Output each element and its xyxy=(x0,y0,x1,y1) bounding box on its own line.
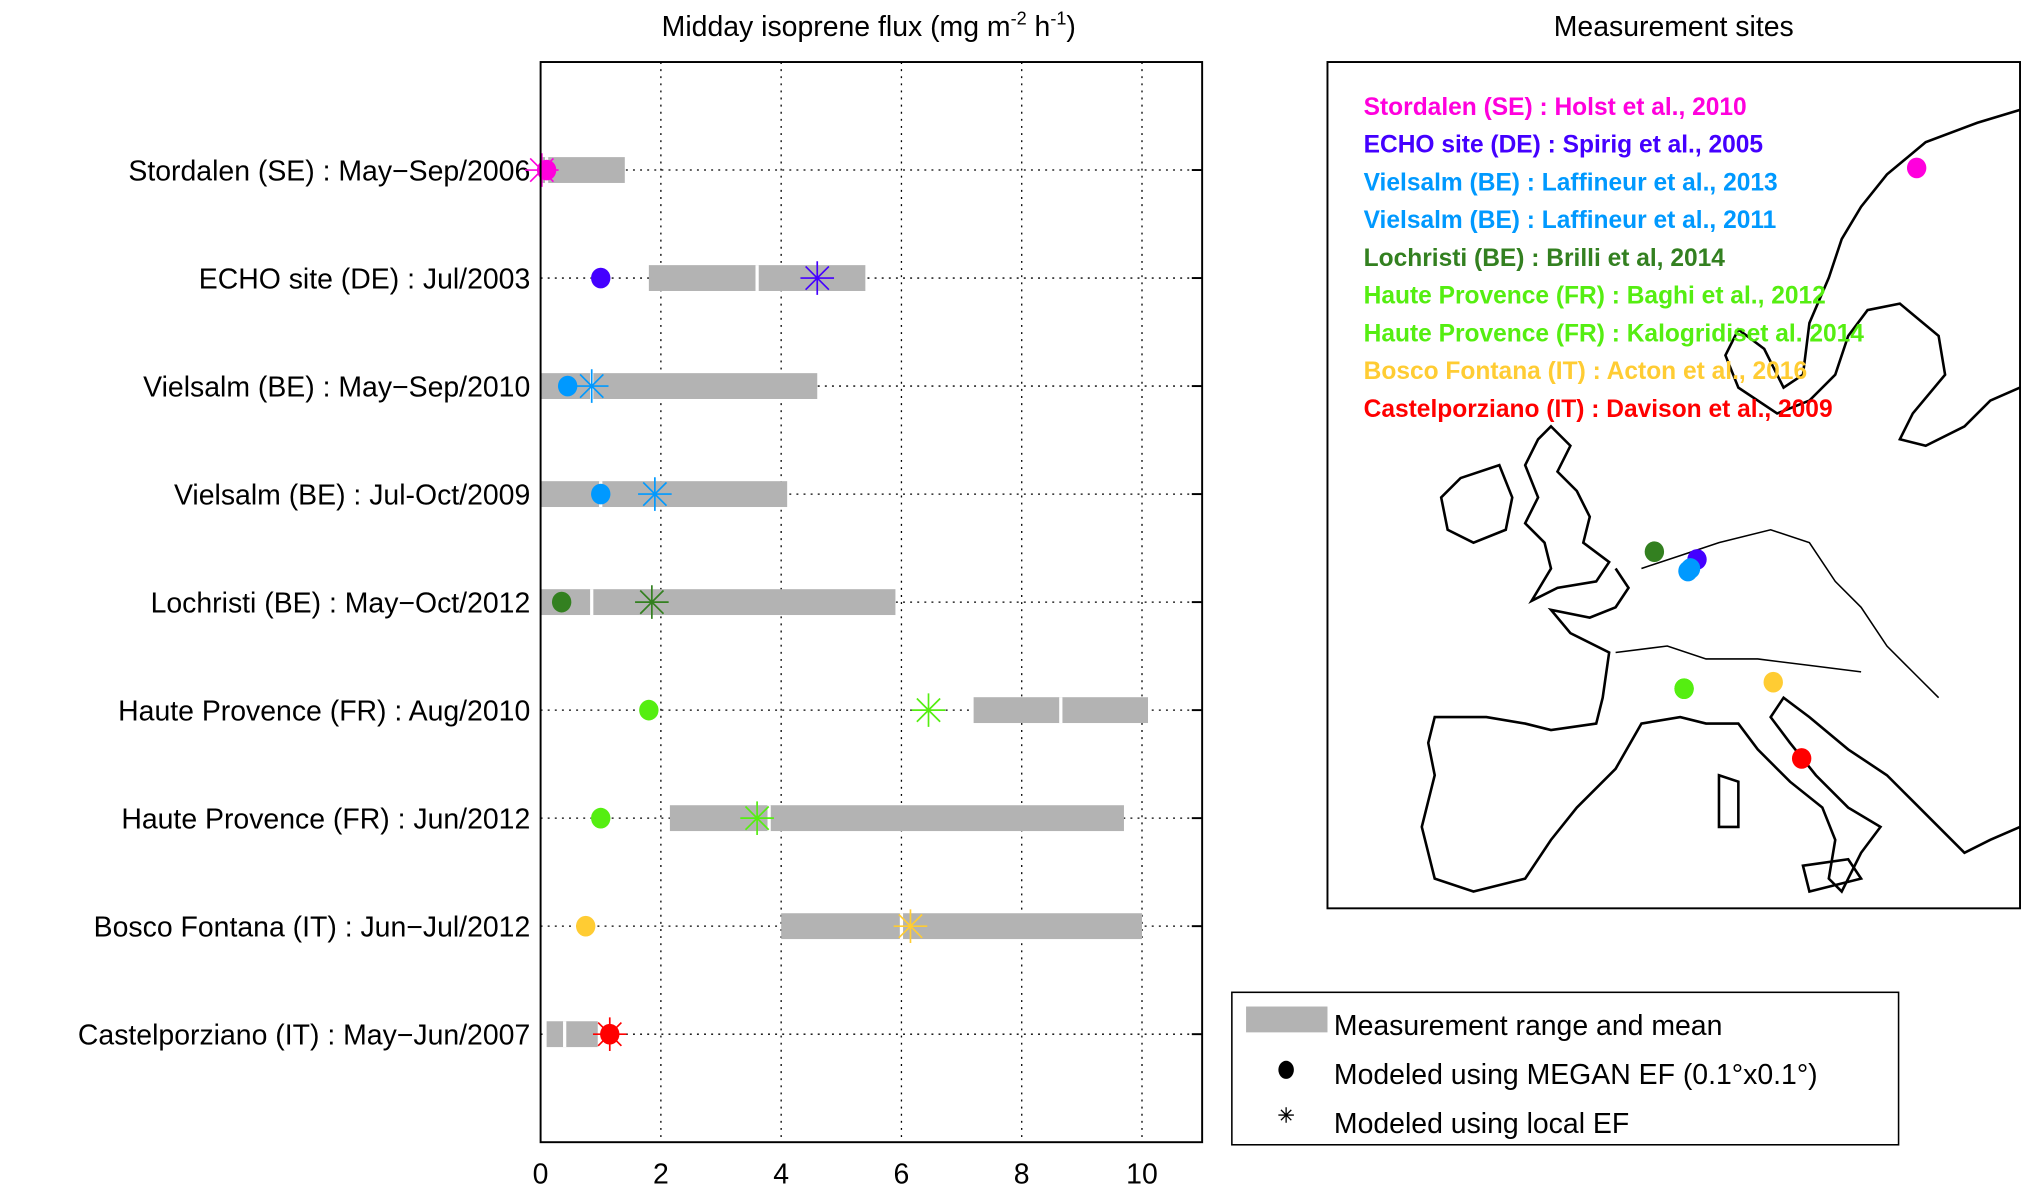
megan-ef-point xyxy=(551,591,572,613)
map-legend-entry: Bosco Fontana (IT) : Acton et al., 2016 xyxy=(1364,358,1807,385)
site-marker xyxy=(1644,541,1665,563)
megan-ef-point xyxy=(576,915,596,937)
map-legend-entry: Haute Provence (FR) : Kalogridiset al. 2… xyxy=(1364,320,1865,347)
local-ef-point xyxy=(911,693,946,727)
y-tick-label: Haute Provence (FR) : Aug/2010 xyxy=(118,695,530,727)
legend-marker-dot xyxy=(1278,1060,1294,1079)
coastlines xyxy=(1420,108,2021,894)
map-legend-entry: Vielsalm (BE) : Laffineur et al., 2011 xyxy=(1364,207,1777,234)
y-tick-label: Haute Provence (FR) : Jun/2012 xyxy=(121,803,530,835)
local-ef-point xyxy=(525,153,559,187)
legend-swatch-range xyxy=(1246,1006,1328,1033)
y-tick-label: Castelporziano (IT) : May−Jun/2007 xyxy=(78,1020,530,1052)
megan-ef-point xyxy=(591,483,611,505)
map-legend-entry: Stordalen (SE) : Holst et al., 2010 xyxy=(1364,94,1747,121)
plot-frame xyxy=(539,61,1204,1144)
local-ef-point xyxy=(740,801,774,835)
legend-frame xyxy=(1231,991,1900,1146)
map-legend-entry: ECHO site (DE) : Spirig et al., 2005 xyxy=(1364,132,1763,159)
local-ef-point xyxy=(635,585,669,619)
site-marker xyxy=(1791,748,1812,769)
y-tick-label: ECHO site (DE) : Jul/2003 xyxy=(199,263,531,295)
site-marker xyxy=(1763,671,1783,693)
x-tick-label: 6 xyxy=(894,1159,910,1190)
y-tick-label: Lochristi (BE) : May−Oct/2012 xyxy=(151,587,531,619)
map-legend: Stordalen (SE) : Holst et al., 2010 ECHO … xyxy=(1364,94,1865,423)
map-legend-entry: Vielsalm (BE) : Laffineur et al., 2013 xyxy=(1364,169,1778,196)
megan-ef-point xyxy=(557,375,578,397)
map-panel: Stordalen (SE) : Holst et al., 2010 ECHO … xyxy=(1326,61,2021,910)
local-ef-point xyxy=(893,909,928,943)
chart-title: Midday isoprene flux (mg m-2 h-1) xyxy=(662,9,1076,44)
legend-label-local: Modeled using local EF xyxy=(1334,1108,1629,1140)
megan-ef-point xyxy=(591,807,611,829)
legend-label-megan: Modeled using MEGAN EF (0.1°x0.1°) xyxy=(1334,1059,1818,1091)
measurement-range-bar xyxy=(540,589,896,616)
site-marker xyxy=(1674,678,1694,700)
x-tick-label: 8 xyxy=(1014,1159,1030,1190)
map-title: Measurement sites xyxy=(1554,11,1794,43)
measurement-range-bar xyxy=(546,1021,598,1048)
x-tick-label: 4 xyxy=(773,1159,789,1190)
map-sites xyxy=(1644,157,1927,769)
y-tick-label: Stordalen (SE) : May−Sep/2006 xyxy=(128,155,530,187)
map-legend-entry: Haute Provence (FR) : Baghi et al., 2012 xyxy=(1364,283,1826,310)
local-ef-point xyxy=(800,261,835,295)
x-tick-label: 10 xyxy=(1126,1159,1158,1190)
site-marker xyxy=(1678,560,1698,582)
map-frame xyxy=(1326,61,2021,910)
measurement-range-bar xyxy=(669,805,1124,832)
chart-legend: Measurement range and mean Modeled using… xyxy=(1231,991,1900,1146)
y-tick-label: Vielsalm (BE) : Jul-Oct/2009 xyxy=(174,479,530,511)
local-ef-point xyxy=(574,369,609,403)
local-ef-point xyxy=(592,1017,627,1051)
y-tick-label: Vielsalm (BE) : May−Sep/2010 xyxy=(143,371,530,403)
measurement-range-bar xyxy=(781,913,1143,940)
map-legend-entry: Castelporziano (IT) : Davison et al., 20… xyxy=(1364,396,1833,423)
legend-label-range: Measurement range and mean xyxy=(1334,1010,1722,1042)
map-legend-entry: Lochristi (BE) : Brilli et al, 2014 xyxy=(1364,245,1726,272)
local-ef-point xyxy=(638,477,672,511)
plot-area: 0 2 4 6 8 10 Stordalen (SE) : May−Sep/2006 ECHO… xyxy=(78,62,1203,1190)
megan-ef-point xyxy=(639,699,659,721)
x-tick-label: 2 xyxy=(653,1159,669,1190)
megan-ef-point xyxy=(591,267,611,289)
legend-marker-star xyxy=(1278,1107,1294,1123)
x-tick-label: 0 xyxy=(533,1159,549,1190)
site-marker xyxy=(1906,157,1927,179)
y-tick-label: Bosco Fontana (IT) : Jun−Jul/2012 xyxy=(94,911,531,943)
